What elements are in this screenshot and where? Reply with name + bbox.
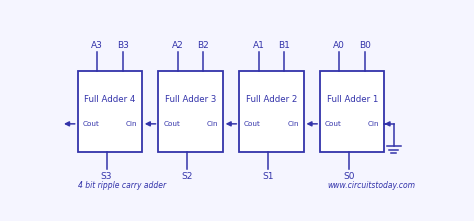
Text: B3: B3: [117, 41, 128, 50]
Text: A2: A2: [172, 41, 183, 50]
Text: S2: S2: [182, 172, 193, 181]
Text: Cout: Cout: [82, 121, 99, 127]
Text: Full Adder 3: Full Adder 3: [165, 95, 216, 104]
Text: Full Adder 4: Full Adder 4: [84, 95, 136, 104]
Text: Cout: Cout: [244, 121, 261, 127]
Text: www.circuitstoday.com: www.circuitstoday.com: [328, 181, 416, 190]
Text: Cin: Cin: [287, 121, 299, 127]
Text: A1: A1: [253, 41, 264, 50]
Text: A3: A3: [91, 41, 103, 50]
Text: Cout: Cout: [325, 121, 342, 127]
Polygon shape: [78, 71, 142, 152]
Text: Cin: Cin: [126, 121, 137, 127]
Polygon shape: [239, 71, 303, 152]
Text: B2: B2: [198, 41, 210, 50]
Text: S0: S0: [343, 172, 355, 181]
Text: B0: B0: [359, 41, 371, 50]
Polygon shape: [320, 71, 384, 152]
Text: A0: A0: [333, 41, 345, 50]
Text: S3: S3: [101, 172, 112, 181]
Text: 4 bit ripple carry adder: 4 bit ripple carry adder: [78, 181, 166, 190]
Text: Cin: Cin: [368, 121, 380, 127]
Text: B1: B1: [278, 41, 290, 50]
Text: Cin: Cin: [207, 121, 218, 127]
Polygon shape: [158, 71, 223, 152]
Text: Full Adder 2: Full Adder 2: [246, 95, 297, 104]
Text: Cout: Cout: [163, 121, 180, 127]
Text: Full Adder 1: Full Adder 1: [327, 95, 378, 104]
Text: S1: S1: [263, 172, 274, 181]
